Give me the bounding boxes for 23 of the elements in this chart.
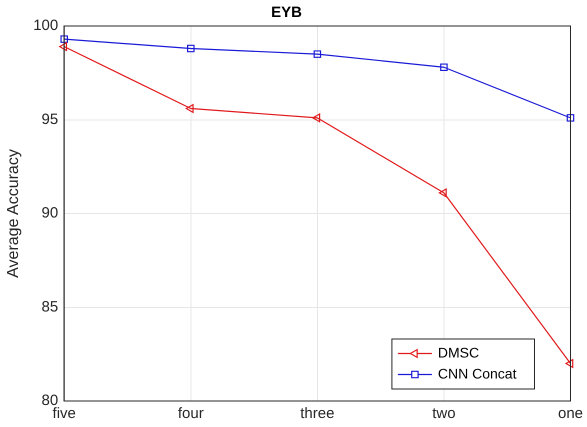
point (186, 104, 194, 113)
y-tick-label: 85 (42, 298, 58, 316)
legend-label: DMSC (438, 344, 480, 360)
point (187, 44, 195, 52)
y-tick-label: 95 (42, 110, 58, 128)
legend-label: CNN Concat (438, 365, 517, 382)
y-tick-label: 90 (42, 204, 58, 222)
x-tick-label: five (52, 405, 76, 422)
x-tick-label: three (300, 405, 334, 422)
point (438, 188, 447, 198)
x-tick-label: one (558, 405, 583, 422)
y-tick-label: 100 (33, 17, 58, 34)
chart-title: EYB (271, 4, 302, 22)
point (440, 63, 448, 72)
point (565, 359, 574, 368)
x-tick-label: two (432, 405, 456, 422)
point (314, 50, 322, 58)
point (60, 35, 68, 43)
point (566, 114, 574, 122)
y-axis-title: Average Accuracy (5, 149, 22, 278)
point (59, 42, 68, 52)
x-tick-label: four (178, 405, 204, 422)
point (312, 113, 320, 122)
